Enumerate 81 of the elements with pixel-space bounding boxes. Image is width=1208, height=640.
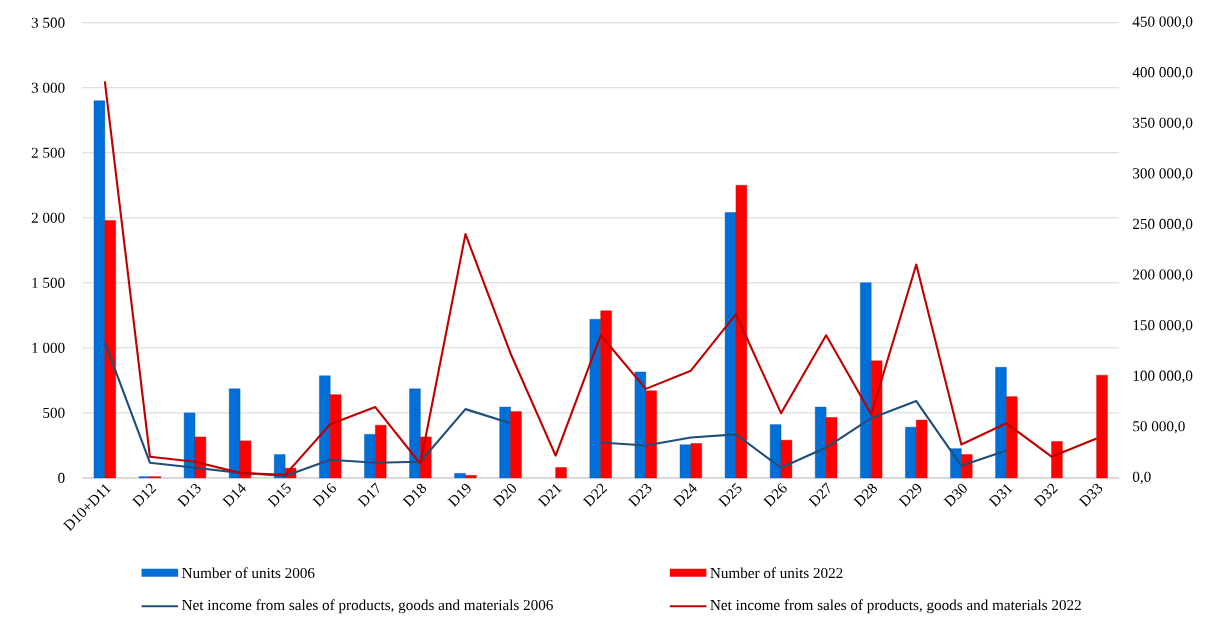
bar (375, 425, 387, 479)
legend-label: Net income from sales of products, goods and materials 2006 (182, 599, 553, 614)
bar (916, 419, 928, 479)
bar (555, 467, 567, 479)
x-tick-label: D22 (582, 483, 608, 508)
x-tick-label: D13 (176, 483, 201, 508)
x-tick-label: D12 (131, 483, 157, 508)
x-tick-label: D31 (988, 484, 1013, 508)
bar (183, 412, 196, 479)
bar (1096, 375, 1108, 479)
y-tick-label: 3 000 (31, 82, 65, 93)
x-tick-label: D17 (357, 482, 379, 508)
bar (634, 371, 646, 479)
x-tick-label: D29 (898, 483, 922, 508)
bar (735, 185, 748, 479)
bar (319, 375, 331, 479)
x-tick-label: D32 (1033, 483, 1059, 508)
bar (769, 424, 782, 479)
y-tick-label: 2 500 (31, 147, 65, 158)
bar (600, 310, 612, 479)
bar (229, 388, 241, 479)
y2-tick-label: 200 000,0 (1133, 269, 1193, 282)
bar (1051, 441, 1063, 479)
y-tick-label: 1 500 (32, 277, 65, 288)
x-tick-label: D24 (672, 483, 697, 508)
bar (815, 406, 827, 479)
x-tick-label: D27 (808, 482, 830, 508)
x-tick-label: D18 (402, 483, 427, 508)
bar (645, 390, 657, 479)
x-tick-label: D33 (1078, 483, 1103, 508)
x-tick-label: D23 (627, 483, 652, 508)
bar (499, 406, 511, 479)
x-tick-label: D19 (447, 483, 471, 508)
y2-tick-label: 250 000,0 (1133, 218, 1193, 232)
y-tick-label: 1 000 (32, 342, 65, 354)
x-tick-label: D30 (943, 483, 967, 508)
bar (330, 394, 342, 479)
bar (239, 440, 252, 479)
bar (454, 473, 466, 479)
bar (905, 427, 917, 479)
legend-label: Number of units 2022 (710, 567, 843, 579)
bar (780, 440, 793, 479)
x-tick-label: D15 (267, 483, 291, 508)
x-tick-label: D16 (312, 483, 336, 508)
line-series (103, 80, 1098, 476)
bar (465, 475, 477, 479)
y2-tick-label: 400 000,0 (1132, 67, 1193, 80)
bar (1006, 396, 1018, 479)
y-tick-label: 0 (58, 472, 65, 484)
y2-tick-label: 300 000,0 (1133, 168, 1193, 181)
bar (995, 367, 1007, 479)
y-tick-label: 2 000 (31, 212, 65, 223)
bar (364, 434, 376, 479)
x-tick-label: D25 (717, 483, 742, 508)
bar (510, 411, 522, 479)
y2-tick-label: 100 000,0 (1133, 370, 1193, 384)
bar (93, 100, 106, 479)
y-tick-label: 3 500 (31, 17, 65, 28)
bar (690, 443, 702, 479)
x-tick-label: D21 (537, 484, 563, 508)
y-tick-label: 500 (43, 407, 65, 419)
y2-tick-label: 350 000,0 (1133, 117, 1193, 131)
y2-tick-label: 50 000,0 (1133, 421, 1185, 434)
bar (104, 220, 116, 479)
bar (961, 454, 973, 479)
x-tick-label: D26 (762, 483, 787, 508)
x-tick-label: D28 (853, 483, 877, 508)
bar (825, 417, 838, 479)
legend-label: Net income from sales of products, goods and materials 2022 (710, 599, 1081, 614)
bar (860, 282, 872, 479)
bar (724, 212, 737, 479)
legend-label: Number of units 2006 (182, 567, 315, 579)
bar (679, 444, 692, 479)
x-tick-label: D14 (222, 483, 247, 508)
y2-tick-label: 150 000,0 (1133, 320, 1193, 333)
bar (870, 360, 883, 479)
x-tick-label: D20 (492, 483, 516, 508)
y2-tick-label: 0,0 (1132, 471, 1151, 485)
bar (589, 319, 601, 479)
bar (409, 388, 421, 479)
y2-tick-label: 450 000,0 (1132, 16, 1193, 29)
